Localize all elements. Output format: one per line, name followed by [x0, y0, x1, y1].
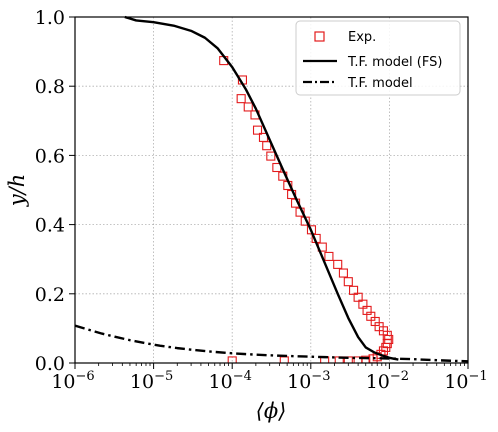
- series-line-t-f-model-fs: [124, 15, 399, 361]
- x-tick-label: 10−3: [287, 369, 330, 393]
- exp-data-point: [236, 94, 246, 104]
- y-tick-label: 1.0: [35, 7, 65, 29]
- series-group: [75, 15, 468, 363]
- series-layer: [75, 15, 468, 363]
- exp-data-point: [227, 356, 237, 363]
- y-axis-ticks: 0.0 0.2 0.4 0.6 0.8 1.0: [35, 7, 75, 375]
- exp-data-point: [243, 102, 253, 112]
- exp-data-point: [349, 285, 359, 295]
- x-tick-label: 10−6: [51, 369, 94, 393]
- y-tick-label: 0.8: [35, 76, 65, 98]
- x-tick-label: 10−4: [209, 369, 252, 393]
- exp-data-point: [333, 259, 343, 269]
- legend-entry-exp: Exp.: [314, 30, 376, 45]
- x-axis-ticks: 10−6 10−5 10−4 10−3 10−2 10−1: [51, 363, 488, 393]
- legend-entry-tf-model: T.F. model: [303, 76, 413, 91]
- legend-box: [295, 20, 461, 96]
- exp-data-point: [353, 356, 363, 363]
- exp-data-point: [324, 251, 334, 261]
- legend-entry-tf-model-fs: T.F. model (FS): [303, 55, 442, 70]
- exp-data-point: [252, 125, 263, 135]
- legend-label-tf-model: T.F. model: [347, 76, 413, 91]
- series-line-t-f-model: [75, 324, 468, 363]
- exp-data-point: [338, 268, 348, 278]
- exp-data-point: [343, 277, 353, 287]
- plot-frame: [74, 16, 469, 364]
- y-tick-label: 0.0: [35, 353, 65, 375]
- x-tick-label: 10−5: [130, 369, 173, 393]
- legend-label-exp: Exp.: [348, 30, 376, 45]
- y-axis-title: y/h: [5, 174, 29, 207]
- x-tick-label: 10−1: [444, 369, 487, 393]
- exp-data-point: [266, 151, 276, 161]
- legend: Exp. T.F. model (FS) T.F. model: [295, 20, 461, 96]
- exp-data-point: [262, 141, 272, 151]
- legend-label-tf-model-fs: T.F. model (FS): [347, 55, 442, 70]
- y-tick-label: 0.6: [35, 145, 65, 167]
- exp-data-point: [353, 292, 363, 302]
- x-axis-title: ⟨ϕ⟩: [256, 399, 287, 423]
- y-tick-label: 0.2: [35, 284, 65, 306]
- y-tick-label: 0.4: [35, 215, 65, 237]
- legend-marker-exp: [314, 31, 325, 42]
- x-tick-label: 10−2: [366, 369, 409, 393]
